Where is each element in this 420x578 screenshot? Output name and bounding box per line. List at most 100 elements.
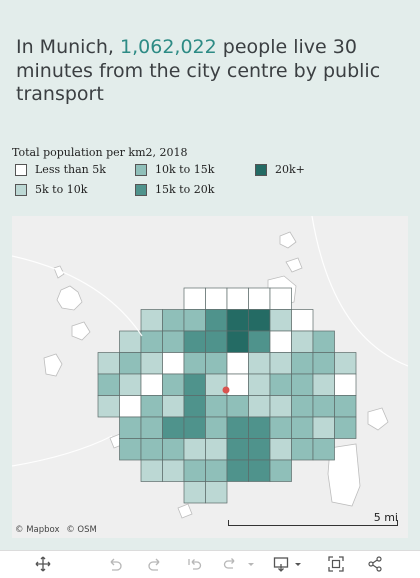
share-icon[interactable] xyxy=(364,554,386,574)
grid-cell[interactable] xyxy=(312,416,335,439)
grid-cell[interactable] xyxy=(119,438,142,461)
grid-cell[interactable] xyxy=(140,416,163,439)
grid-cell[interactable] xyxy=(183,352,206,375)
grid-cell[interactable] xyxy=(291,373,314,396)
grid-cell[interactable] xyxy=(97,352,120,375)
grid-cell[interactable] xyxy=(205,287,228,310)
grid-cell[interactable] xyxy=(162,330,185,353)
grid-cell[interactable] xyxy=(183,287,206,310)
grid-cell[interactable] xyxy=(248,395,271,418)
grid-cell[interactable] xyxy=(226,438,249,461)
grid-cell[interactable] xyxy=(248,330,271,353)
download-icon[interactable] xyxy=(272,554,308,574)
grid-cell[interactable] xyxy=(140,309,163,332)
attribution-mapbox[interactable]: © Mapbox xyxy=(15,525,60,535)
grid-cell[interactable] xyxy=(140,459,163,482)
grid-cell[interactable] xyxy=(269,330,292,353)
grid-cell[interactable] xyxy=(291,416,314,439)
grid-cell[interactable] xyxy=(312,330,335,353)
grid-cell[interactable] xyxy=(205,416,228,439)
map-view[interactable]: © Mapbox © OSM 5 mi xyxy=(12,216,408,538)
grid-cell[interactable] xyxy=(226,459,249,482)
grid-cell[interactable] xyxy=(291,395,314,418)
legend-item-5k-to-10k[interactable]: 5k to 10k xyxy=(15,183,87,196)
grid-cell[interactable] xyxy=(334,373,357,396)
grid-cell[interactable] xyxy=(312,395,335,418)
grid-cell[interactable] xyxy=(162,438,185,461)
attribution-osm[interactable]: © OSM xyxy=(66,525,97,535)
grid-cell[interactable] xyxy=(183,416,206,439)
grid-cell[interactable] xyxy=(269,287,292,310)
grid-cell[interactable] xyxy=(205,438,228,461)
grid-cell[interactable] xyxy=(119,352,142,375)
grid-cell[interactable] xyxy=(183,395,206,418)
refresh-icon[interactable] xyxy=(220,554,260,574)
grid-cell[interactable] xyxy=(205,352,228,375)
grid-cell[interactable] xyxy=(97,373,120,396)
grid-cell[interactable] xyxy=(140,395,163,418)
move-icon[interactable] xyxy=(32,554,54,574)
map-canvas[interactable] xyxy=(12,216,408,538)
grid-cell[interactable] xyxy=(183,481,206,504)
grid-cell[interactable] xyxy=(205,481,228,504)
grid-cell[interactable] xyxy=(269,309,292,332)
grid-cell[interactable] xyxy=(162,352,185,375)
grid-cell[interactable] xyxy=(248,373,271,396)
grid-cell[interactable] xyxy=(119,330,142,353)
grid-cell[interactable] xyxy=(162,459,185,482)
grid-cell[interactable] xyxy=(226,287,249,310)
fullscreen-icon[interactable] xyxy=(325,554,347,574)
grid-cell[interactable] xyxy=(291,438,314,461)
grid-cell[interactable] xyxy=(248,287,271,310)
grid-cell[interactable] xyxy=(183,438,206,461)
grid-cell[interactable] xyxy=(248,416,271,439)
grid-cell[interactable] xyxy=(248,309,271,332)
grid-cell[interactable] xyxy=(162,309,185,332)
grid-cell[interactable] xyxy=(269,395,292,418)
grid-cell[interactable] xyxy=(97,395,120,418)
grid-cell[interactable] xyxy=(269,416,292,439)
grid-cell[interactable] xyxy=(334,416,357,439)
grid-cell[interactable] xyxy=(119,373,142,396)
grid-cell[interactable] xyxy=(248,352,271,375)
grid-cell[interactable] xyxy=(183,459,206,482)
grid-cell[interactable] xyxy=(312,352,335,375)
grid-cell[interactable] xyxy=(183,330,206,353)
city-centre-marker[interactable] xyxy=(222,386,230,394)
grid-cell[interactable] xyxy=(312,438,335,461)
grid-cell[interactable] xyxy=(119,395,142,418)
grid-cell[interactable] xyxy=(269,352,292,375)
grid-cell[interactable] xyxy=(140,352,163,375)
undo-icon[interactable] xyxy=(104,554,126,574)
grid-cell[interactable] xyxy=(334,395,357,418)
grid-cell[interactable] xyxy=(334,352,357,375)
grid-cell[interactable] xyxy=(291,309,314,332)
redo-icon[interactable] xyxy=(144,554,166,574)
grid-cell[interactable] xyxy=(162,395,185,418)
grid-cell[interactable] xyxy=(226,309,249,332)
grid-cell[interactable] xyxy=(140,373,163,396)
grid-cell[interactable] xyxy=(140,438,163,461)
grid-cell[interactable] xyxy=(312,373,335,396)
grid-cell[interactable] xyxy=(248,438,271,461)
grid-cell[interactable] xyxy=(291,352,314,375)
legend-item-less-than-5k[interactable]: Less than 5k xyxy=(15,163,106,176)
grid-cell[interactable] xyxy=(183,373,206,396)
grid-cell[interactable] xyxy=(226,395,249,418)
grid-cell[interactable] xyxy=(183,309,206,332)
grid-cell[interactable] xyxy=(226,373,249,396)
grid-cell[interactable] xyxy=(226,352,249,375)
grid-cell[interactable] xyxy=(269,373,292,396)
grid-cell[interactable] xyxy=(162,373,185,396)
grid-cell[interactable] xyxy=(291,330,314,353)
grid-cell[interactable] xyxy=(248,459,271,482)
legend-item-10k-to-15k[interactable]: 10k to 15k xyxy=(135,163,214,176)
grid-cell[interactable] xyxy=(140,330,163,353)
map-attribution[interactable]: © Mapbox © OSM xyxy=(15,525,101,535)
grid-cell[interactable] xyxy=(205,330,228,353)
grid-cell[interactable] xyxy=(205,459,228,482)
grid-cell[interactable] xyxy=(119,416,142,439)
legend-item-20k-plus[interactable]: 20k+ xyxy=(255,163,305,176)
grid-cell[interactable] xyxy=(205,309,228,332)
grid-cell[interactable] xyxy=(226,330,249,353)
